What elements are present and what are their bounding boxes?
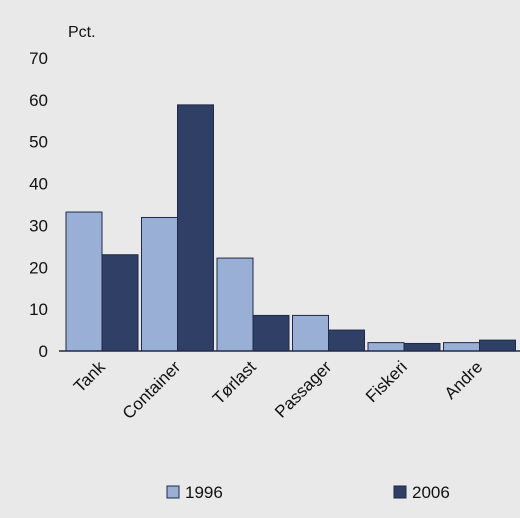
bar-2006-Tørlast bbox=[252, 314, 290, 352]
y-tick-label: 70 bbox=[29, 49, 48, 68]
legend-label-1996: 1996 bbox=[185, 483, 223, 502]
legend-swatch-1996 bbox=[166, 485, 180, 499]
x-tick-label: Tørlast bbox=[209, 357, 260, 408]
bar-1996-Container bbox=[141, 216, 178, 352]
bar-2006-Fiskeri bbox=[403, 342, 441, 352]
y-tick-label: 30 bbox=[29, 216, 48, 235]
bars bbox=[65, 104, 516, 352]
x-tick-label: Passager bbox=[271, 357, 335, 421]
legend: 1996 2006 bbox=[166, 483, 450, 502]
bar-2006-Tank bbox=[101, 254, 139, 352]
bar-1996-Tank bbox=[65, 211, 103, 352]
bar-2006-Container bbox=[177, 104, 214, 352]
bar-1996-Passager bbox=[292, 314, 329, 352]
legend-label-2006: 2006 bbox=[412, 483, 450, 502]
y-tick-label: 40 bbox=[29, 175, 48, 194]
bar-1996-Tørlast bbox=[216, 257, 254, 352]
y-tick-label: 0 bbox=[39, 342, 48, 361]
legend-swatch-2006 bbox=[393, 485, 407, 499]
y-tick-label: 20 bbox=[29, 258, 48, 277]
y-axis: Pct. 0 10 20 30 40 50 60 70 bbox=[29, 24, 95, 361]
bar-2006-Andre bbox=[479, 339, 516, 352]
x-tick-label: Fiskeri bbox=[362, 357, 411, 406]
x-tick-label: Container bbox=[119, 357, 185, 423]
bar-1996-Fiskeri bbox=[367, 342, 405, 352]
y-axis-label: Pct. bbox=[68, 24, 96, 41]
y-tick-label: 50 bbox=[29, 133, 48, 152]
bar-1996-Andre bbox=[443, 342, 480, 352]
y-tick-label: 60 bbox=[29, 91, 48, 110]
x-tick-label: Andre bbox=[441, 357, 487, 403]
x-tick-label: Tank bbox=[70, 357, 109, 396]
y-tick-label: 10 bbox=[29, 300, 48, 319]
bar-2006-Passager bbox=[328, 329, 365, 352]
x-axis: Tank Container Tørlast Passager Fiskeri Andre bbox=[59, 350, 520, 423]
